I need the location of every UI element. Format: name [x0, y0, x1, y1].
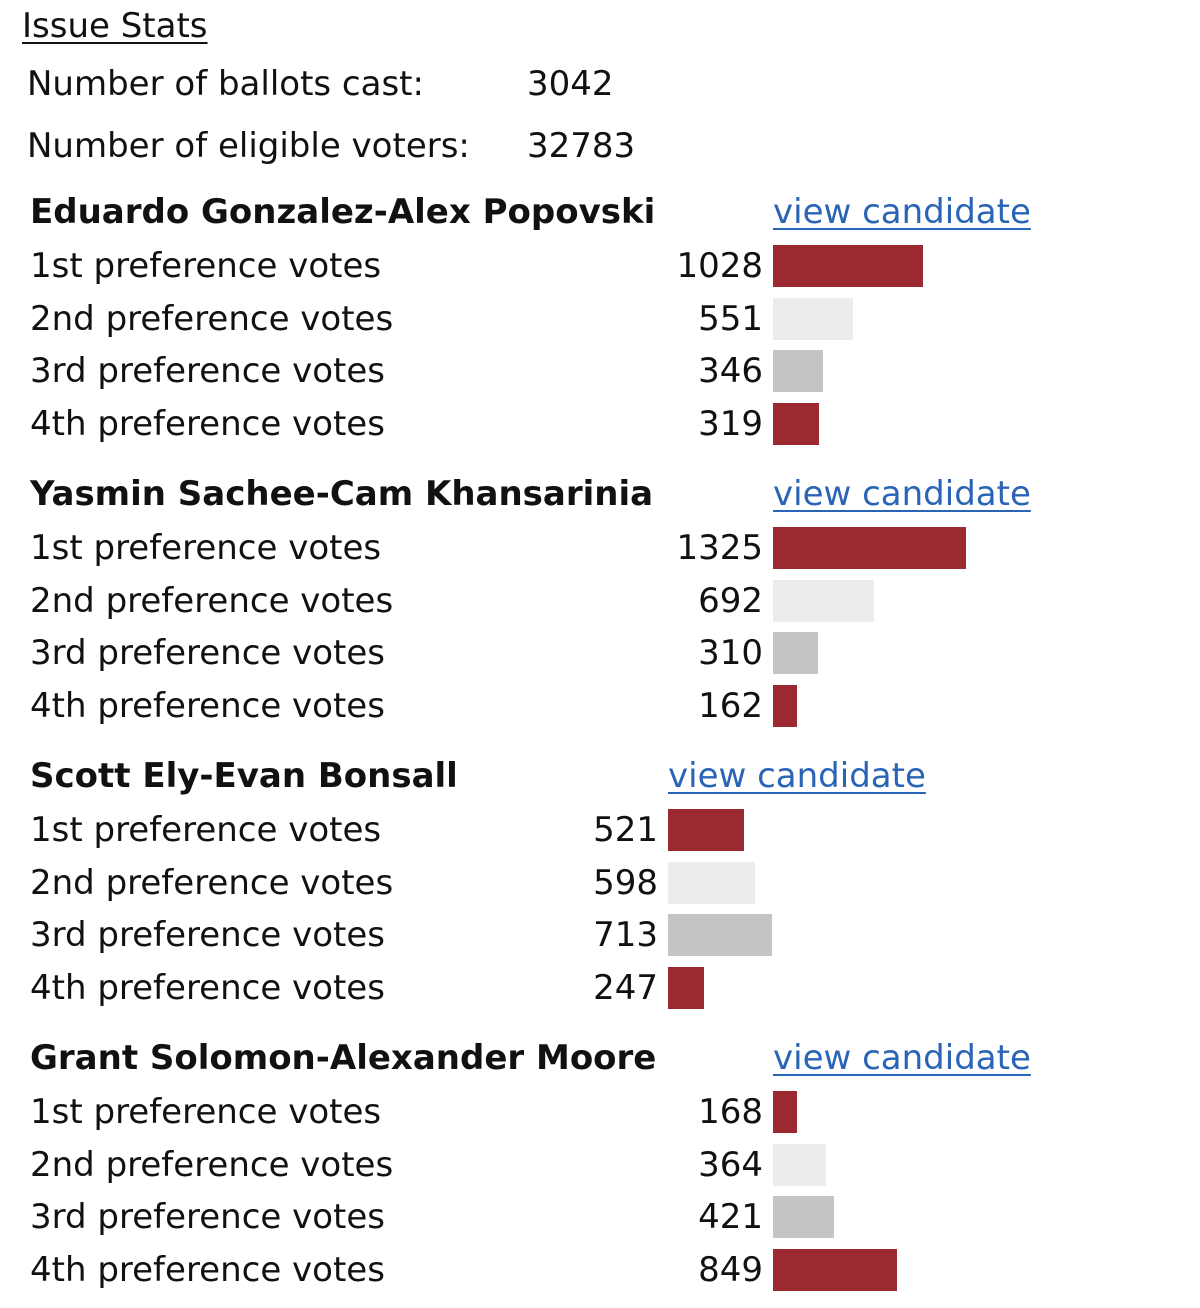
view-candidate-link[interactable]: view candidate: [773, 192, 1031, 232]
preference-label: 3rd preference votes: [30, 633, 386, 674]
preference-count: 319: [698, 404, 763, 445]
preference-label: 3rd preference votes: [30, 1197, 386, 1238]
preference-count: 692: [698, 580, 763, 621]
ballots-cast-value: 3042: [527, 64, 614, 104]
preference-bar: [773, 1249, 897, 1292]
preference-count: 168: [698, 1092, 763, 1132]
preference-label: 4th preference votes: [30, 1250, 385, 1291]
view-candidate-link[interactable]: view candidate: [773, 1038, 1031, 1078]
eligible-voters-value: 32783: [527, 126, 636, 166]
preference-row: 4th preference votes 319: [30, 398, 1130, 451]
preference-label: 3rd preference votes: [30, 351, 386, 392]
preference-count: 421: [698, 1197, 763, 1238]
preference-label: 1st preference votes: [30, 246, 382, 286]
preference-label: 4th preference votes: [30, 686, 385, 727]
preference-count: 162: [698, 686, 763, 727]
preference-bar: [773, 297, 853, 340]
preference-row: 4th preference votes 162: [30, 680, 1130, 733]
preference-count: 364: [698, 1144, 763, 1185]
preference-count: 346: [698, 351, 763, 392]
preference-bar: [773, 403, 819, 446]
preference-bar: [668, 914, 772, 957]
preference-count: 713: [593, 915, 658, 956]
preference-count: 849: [698, 1250, 763, 1291]
candidate-name: Eduardo Gonzalez-Alex Popovski: [30, 192, 656, 232]
preference-count: 247: [593, 968, 658, 1009]
preference-label: 2nd preference votes: [30, 298, 394, 339]
preference-row: 1st preference votes 1028: [30, 240, 1130, 293]
preference-bar: [668, 967, 704, 1010]
preference-row: 4th preference votes 247: [30, 962, 1130, 1015]
ballots-cast-row: Number of ballots cast: 3042: [27, 62, 614, 106]
preference-row: 2nd preference votes 364: [30, 1139, 1130, 1192]
preference-label: 1st preference votes: [30, 1092, 382, 1132]
preference-row: 2nd preference votes 692: [30, 575, 1130, 628]
preference-row: 3rd preference votes 346: [30, 345, 1130, 398]
preference-count: 551: [698, 298, 763, 339]
preference-bar: [773, 1091, 797, 1133]
preference-row: 3rd preference votes 421: [30, 1191, 1130, 1244]
preference-row: 1st preference votes 521: [30, 804, 1130, 857]
preference-bar: [773, 579, 874, 622]
preference-row: 3rd preference votes 713: [30, 909, 1130, 962]
preference-label: 1st preference votes: [30, 810, 382, 850]
preference-count: 310: [698, 633, 763, 674]
eligible-voters-row: Number of eligible voters: 32783: [27, 124, 635, 168]
preference-label: 3rd preference votes: [30, 915, 386, 956]
preference-label: 2nd preference votes: [30, 862, 394, 903]
preference-label: 2nd preference votes: [30, 580, 394, 621]
view-candidate-link[interactable]: view candidate: [773, 474, 1031, 514]
preference-bar: [773, 350, 823, 393]
candidate-name: Grant Solomon-Alexander Moore: [30, 1038, 657, 1078]
preference-row: 2nd preference votes 551: [30, 293, 1130, 346]
preference-row: 2nd preference votes 598: [30, 857, 1130, 910]
preference-count: 1325: [676, 528, 763, 568]
preference-bar: [773, 527, 966, 569]
preference-label: 4th preference votes: [30, 968, 385, 1009]
page-title: Issue Stats: [22, 6, 208, 46]
preference-row: 1st preference votes 168: [30, 1086, 1130, 1139]
preference-label: 2nd preference votes: [30, 1144, 394, 1185]
preference-count: 521: [593, 810, 658, 850]
preference-bar: [773, 632, 818, 675]
candidate-name: Scott Ely-Evan Bonsall: [30, 756, 458, 796]
preference-bar: [773, 1196, 834, 1239]
preference-bar: [668, 861, 755, 904]
preference-bar: [668, 809, 744, 851]
preference-bar: [773, 245, 923, 287]
preference-row: 3rd preference votes 310: [30, 627, 1130, 680]
candidate-name: Yasmin Sachee-Cam Khansarinia: [30, 474, 654, 514]
preference-label: 4th preference votes: [30, 404, 385, 445]
preference-row: 1st preference votes 1325: [30, 522, 1130, 575]
view-candidate-link[interactable]: view candidate: [668, 756, 926, 796]
preference-label: 1st preference votes: [30, 528, 382, 568]
preference-row: 4th preference votes 849: [30, 1244, 1130, 1297]
preference-count: 1028: [676, 246, 763, 286]
preference-bar: [773, 1143, 826, 1186]
preference-count: 598: [593, 862, 658, 903]
eligible-voters-label: Number of eligible voters:: [27, 126, 470, 166]
preference-bar: [773, 685, 797, 728]
ballots-cast-label: Number of ballots cast:: [27, 64, 424, 104]
